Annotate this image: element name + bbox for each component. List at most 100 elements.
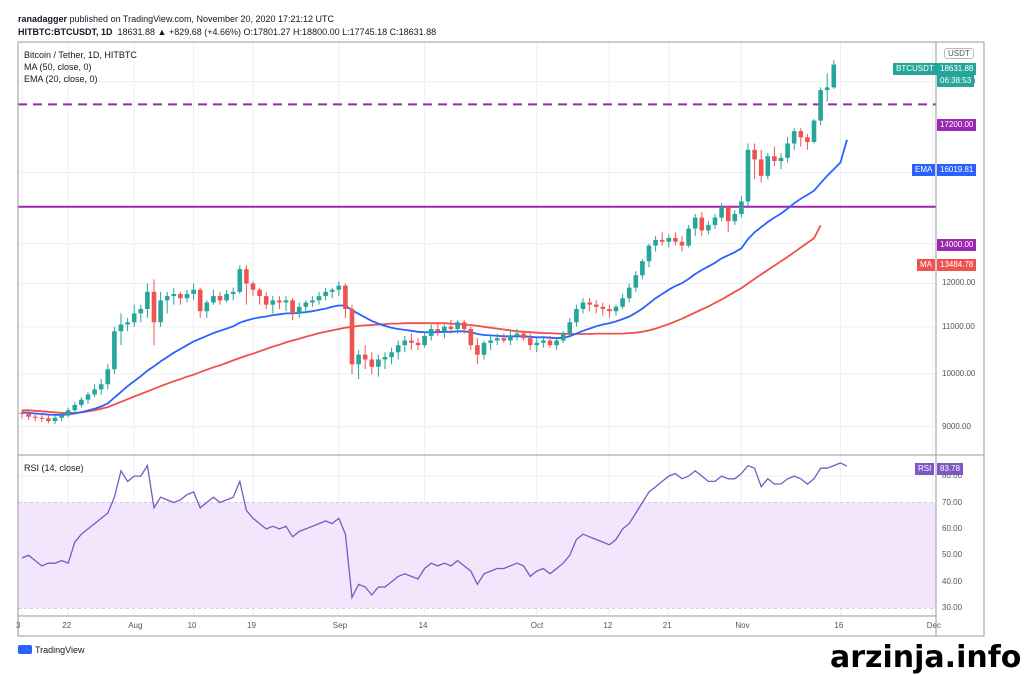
candle-body	[79, 399, 84, 405]
candle	[640, 259, 645, 280]
candle-body	[72, 404, 78, 411]
candle-body	[732, 213, 738, 222]
candle-body	[494, 338, 500, 341]
candle	[65, 407, 71, 418]
candle	[171, 287, 177, 305]
candle-body	[593, 304, 599, 307]
candle-body	[263, 296, 269, 305]
candle-body	[587, 302, 592, 305]
candle	[468, 326, 474, 350]
indicator-rsi[interactable]: RSI (14, close)	[24, 463, 84, 473]
candle-body	[442, 326, 447, 332]
candle	[514, 329, 520, 341]
candle-body	[785, 143, 790, 158]
candle	[217, 291, 223, 305]
candle	[481, 340, 487, 360]
candle-body	[686, 228, 691, 246]
publisher-user: ranadagger	[18, 14, 68, 24]
currency-badge[interactable]: USDT	[944, 48, 974, 59]
candle-body	[32, 416, 38, 418]
price-tick-label: 10000.00	[942, 369, 976, 379]
candle-body	[758, 159, 764, 176]
candle	[541, 335, 546, 348]
candle-body	[290, 300, 295, 314]
candle	[151, 279, 157, 346]
rsi-tick-label: 60.00	[942, 523, 963, 533]
candle-body	[725, 206, 731, 222]
candle-body	[98, 384, 104, 390]
candle-body	[382, 357, 388, 360]
candle	[554, 338, 559, 350]
candle-body	[257, 289, 262, 297]
ma-tag-label: MA	[917, 259, 935, 271]
candle	[626, 283, 632, 303]
candle-body	[640, 261, 645, 276]
rsi-tick-label: 50.00	[942, 550, 963, 560]
candle-body	[65, 410, 71, 416]
candle	[785, 137, 790, 163]
candle-body	[468, 329, 474, 346]
candle-body	[230, 291, 236, 294]
candle	[580, 298, 586, 314]
candle-body	[607, 308, 612, 312]
candle-body	[85, 394, 91, 400]
candle	[686, 224, 691, 248]
candle-body	[508, 335, 513, 341]
candle-body	[39, 417, 45, 419]
candle	[574, 304, 579, 327]
rsi-tick-label: 70.00	[942, 497, 963, 507]
candle-body	[19, 412, 25, 415]
candle	[158, 291, 163, 327]
candle	[72, 402, 78, 413]
ema-tag-label: EMA	[912, 164, 936, 176]
tradingview-icon	[18, 645, 32, 654]
candle	[725, 206, 731, 233]
candle	[659, 232, 665, 246]
candle	[461, 320, 467, 334]
indicator-ema[interactable]: EMA (20, close, 0)	[24, 74, 98, 84]
candle-body	[184, 293, 190, 299]
candle-body	[534, 342, 540, 346]
candle	[567, 317, 573, 336]
candle	[673, 232, 678, 246]
candle-body	[811, 120, 817, 142]
time-tick-label: Dec	[926, 621, 942, 630]
candle-body	[151, 291, 157, 323]
candle	[303, 300, 309, 314]
candle-body	[646, 245, 652, 262]
candle-body	[653, 239, 658, 246]
candle	[316, 291, 322, 305]
candle	[356, 349, 361, 380]
candle-body	[145, 291, 150, 309]
candle	[752, 143, 757, 180]
candle	[534, 338, 540, 353]
candle	[422, 331, 427, 348]
candle	[719, 203, 724, 222]
candle-body	[395, 345, 401, 353]
candle-body	[283, 300, 289, 303]
candle-body	[59, 415, 64, 418]
candle	[369, 352, 375, 375]
tradingview-logo[interactable]: TradingView	[18, 645, 85, 655]
ma50-polyline	[22, 225, 822, 414]
candle	[204, 300, 210, 318]
indicator-title[interactable]: Bitcoin / Tether, 1D, HITBTC	[24, 50, 137, 60]
time-tick-label: Sep	[332, 621, 348, 630]
rsi-tick-label: 40.00	[942, 576, 963, 586]
candle	[283, 296, 289, 312]
ema-tag-value: 16019.81	[937, 164, 977, 176]
level-17200-tag: 17200.00	[937, 119, 977, 131]
candle	[706, 221, 711, 235]
tradingview-brand: TradingView	[35, 645, 85, 655]
candle	[382, 352, 388, 370]
indicator-ma[interactable]: MA (50, close, 0)	[24, 62, 92, 72]
candle-body	[659, 239, 665, 242]
candle-body	[554, 340, 559, 346]
time-tick-label: 21	[662, 621, 672, 630]
candle-body	[679, 241, 685, 246]
candle	[237, 265, 243, 294]
candle	[39, 414, 45, 423]
candle	[607, 304, 612, 318]
candle-body	[303, 302, 309, 307]
